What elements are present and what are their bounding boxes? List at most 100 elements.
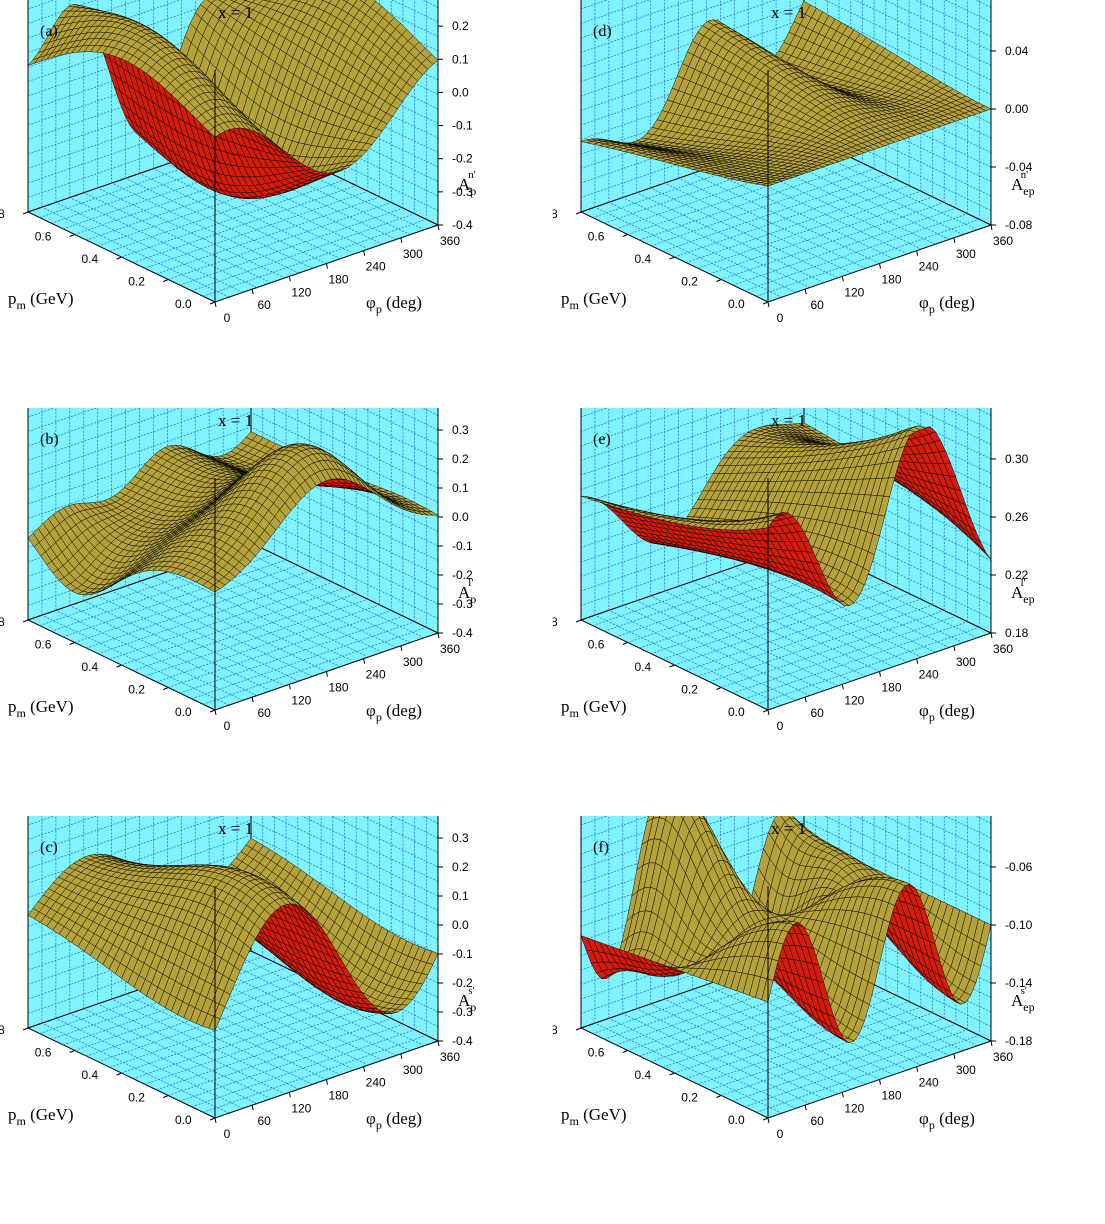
- grid-line: [168, 1018, 392, 1096]
- grid-line: [250, 834, 439, 926]
- grid-line: [732, 207, 957, 286]
- z-tick-label: -0.2: [452, 568, 473, 582]
- surface-patch: [208, 127, 221, 138]
- panel-title: x = 1: [218, 411, 253, 430]
- phi-tick-label: 240: [366, 260, 386, 274]
- pm-tick-label: 0.6: [35, 230, 52, 244]
- panel-c: 0.40.30.20.10.0-0.1-0.2-0.3-0.40.00.20.4…: [0, 816, 552, 1224]
- grid-line: [250, 513, 439, 605]
- grid-line: [664, 182, 852, 274]
- pm-tick: [116, 256, 122, 260]
- grid-line: [55, 610, 244, 701]
- grid-line: [41, 206, 230, 298]
- grid-line: [191, 621, 415, 700]
- grid-line: [250, 426, 439, 518]
- pm-tick-label: 0.0: [175, 297, 192, 311]
- pm-tick: [22, 1027, 29, 1031]
- grid-line: [144, 598, 368, 677]
- phi-tick: [326, 1079, 328, 1085]
- grid-line: [144, 1006, 368, 1085]
- grid-line: [236, 955, 425, 1047]
- grid-line: [756, 219, 980, 297]
- phi-tick-label: 180: [328, 681, 348, 695]
- grid-line: [270, 816, 439, 897]
- z-tick-label: -0.2: [452, 976, 473, 990]
- grid-line: [62, 559, 287, 638]
- pm-tick-label: 0.2: [128, 1091, 145, 1105]
- grid-line: [97, 595, 285, 687]
- grid-line: [706, 168, 894, 260]
- grid-line: [27, 816, 140, 855]
- phi-tick: [326, 671, 328, 677]
- grid-line: [222, 960, 411, 1051]
- phi-tick-label: 60: [257, 298, 271, 312]
- z-tick-label: 0.3: [452, 831, 469, 845]
- grid-line: [69, 605, 257, 696]
- pm-axis-label: pm (GeV): [8, 1105, 74, 1128]
- grid-line: [662, 174, 886, 252]
- grid-line: [27, 408, 98, 432]
- phi-tick-label: 0: [224, 311, 231, 325]
- pm-tick: [69, 642, 75, 645]
- pm-tick-label: 0.0: [175, 705, 192, 719]
- pm-tick: [209, 709, 216, 713]
- grid-line: [125, 585, 313, 677]
- z-tick-label: -0.3: [452, 1005, 473, 1019]
- phi-tick: [437, 224, 440, 231]
- grid-line: [74, 973, 298, 1051]
- surface-mesh: [580, 0, 992, 187]
- phi-tick-label: 180: [328, 1089, 348, 1103]
- pm-tick: [69, 1050, 75, 1053]
- grid-line: [686, 185, 910, 263]
- grid-line: [83, 1008, 271, 1100]
- phi-tick: [251, 697, 254, 703]
- grid-line: [97, 1003, 285, 1095]
- panel-title: x = 1: [218, 819, 253, 838]
- grid-line: [27, 412, 252, 490]
- z-tick-label: 0.1: [452, 52, 469, 66]
- panel-label: (c): [40, 839, 58, 856]
- grid-line: [74, 565, 298, 643]
- surface-mesh: [27, 0, 439, 200]
- grid-line: [156, 196, 380, 275]
- pm-tick: [163, 279, 169, 282]
- phi-axis-label: φp (deg): [366, 1109, 422, 1132]
- grid-line: [179, 615, 404, 694]
- grid-line: [697, 190, 921, 269]
- grid-line: [636, 192, 824, 284]
- grid-line: [121, 995, 345, 1074]
- surface-plot-c: 0.40.30.20.10.0-0.1-0.2-0.3-0.40.00.20.4…: [0, 816, 476, 1141]
- pm-tick-label: 0.8: [0, 1023, 5, 1037]
- grid-line: [86, 978, 310, 1057]
- phi-tick: [288, 684, 291, 690]
- grid-line: [250, 820, 439, 911]
- grid-line: [744, 213, 968, 292]
- grid-line: [203, 627, 427, 705]
- z-tick-label: -0.3: [452, 597, 473, 611]
- phi-tick-label: 120: [291, 285, 311, 299]
- panel-b: 0.40.30.20.10.0-0.1-0.2-0.3-0.40.00.20.4…: [0, 408, 552, 816]
- grid-line: [139, 173, 327, 264]
- grid-line: [608, 202, 797, 293]
- grid-line: [622, 197, 810, 288]
- pm-tick: [22, 619, 29, 623]
- grid-line: [41, 614, 230, 706]
- grid-line: [721, 202, 945, 280]
- grid-line: [156, 604, 380, 683]
- grid-line: [27, 816, 182, 869]
- phi-tick: [251, 1105, 254, 1111]
- grid-line: [153, 576, 341, 668]
- grid-line: [121, 179, 345, 258]
- grid-line: [580, 0, 777, 68]
- phi-tick-label: 360: [440, 234, 460, 248]
- grid-line: [83, 192, 271, 284]
- pm-tick: [69, 234, 75, 237]
- grid-line: [203, 219, 427, 297]
- z-tick-label: 0.1: [452, 481, 469, 495]
- phi-tick: [363, 250, 366, 256]
- grid-line: [236, 547, 425, 639]
- grid-line: [133, 593, 357, 671]
- z-tick-label: -0.3: [452, 185, 473, 199]
- phi-tick: [363, 1066, 366, 1072]
- grid-line: [250, 528, 439, 619]
